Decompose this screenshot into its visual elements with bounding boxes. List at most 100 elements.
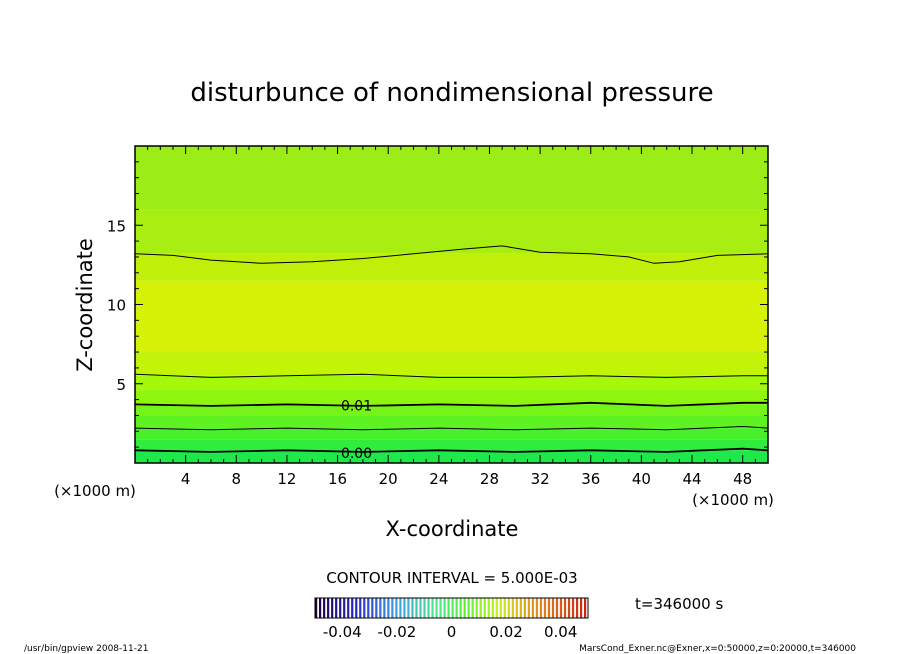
colorbar-cell-2 <box>323 598 326 618</box>
colorbar-cell-8 <box>347 598 350 618</box>
contour-lines <box>134 245 769 453</box>
colorbar-cell-32 <box>443 598 446 618</box>
x-tick-label-48: 48 <box>733 470 752 488</box>
contour-interval: CONTOUR INTERVAL = 5.000E-03 <box>326 569 577 587</box>
colorbar-cell-31 <box>439 598 442 618</box>
colorbar-cell-18 <box>387 598 390 618</box>
y-tick-label-15: 15 <box>107 217 126 235</box>
colorbar-cell-65 <box>575 598 579 618</box>
fill-band-6 <box>135 375 768 391</box>
colorbar-cell-46 <box>499 598 502 618</box>
fill-band-10 <box>135 209 768 254</box>
colorbar-cell-27 <box>423 598 426 618</box>
contour-labels: 0.01 0.00 <box>341 398 372 462</box>
footer-right: MarsCond_Exner.nc@Exner,x=0:50000,z=0:20… <box>579 644 856 654</box>
contour-label-0: 0.01 <box>341 398 372 414</box>
x-tick-label-32: 32 <box>531 470 550 488</box>
colorbar-cell-55 <box>535 598 539 618</box>
time-label: t=346000 s <box>635 595 723 613</box>
colorbar-cell-26 <box>419 598 422 618</box>
colorbar-cell-4 <box>331 598 334 618</box>
colorbar-tick-label-1: -0.02 <box>377 623 416 641</box>
colorbar-frame <box>314 597 589 619</box>
fill-bands <box>135 146 768 463</box>
x-tick-label-16: 16 <box>328 470 347 488</box>
colorbar-cell-35 <box>455 598 458 618</box>
colorbar-cell-13 <box>367 598 370 618</box>
y-ticks: 5 10 15 <box>107 145 768 464</box>
x-ticks: 4 8 12 16 20 24 28 32 36 40 44 48 <box>134 146 769 488</box>
colorbar-cell-1 <box>319 598 322 618</box>
fill-band-9 <box>135 253 768 281</box>
colorbar-cell-54 <box>531 598 534 618</box>
colorbar-tick-label-3: 0.02 <box>489 623 522 641</box>
colorbar-cell-16 <box>379 598 382 618</box>
colorbar-cell-53 <box>527 598 530 618</box>
x-tick-label-4: 4 <box>181 470 191 488</box>
colorbar-cell-47 <box>503 598 506 618</box>
colorbar-cell-37 <box>463 598 466 618</box>
contour-line-2 <box>134 401 768 407</box>
colorbar-cell-50 <box>515 598 518 618</box>
colorbar-cell-43 <box>487 598 490 618</box>
x-tick-label-36: 36 <box>581 470 600 488</box>
colorbar-cell-28 <box>427 598 430 618</box>
fill-band-2 <box>135 428 768 440</box>
colorbar-cell-21 <box>399 598 402 618</box>
colorbar-cell-9 <box>351 598 354 618</box>
colorbar-cell-34 <box>451 598 454 618</box>
colorbar-cell-22 <box>403 598 406 618</box>
x-unit-right: (×1000 m) <box>692 491 774 509</box>
colorbar-cell-59 <box>551 598 555 618</box>
x-tick-label-40: 40 <box>632 470 651 488</box>
colorbar-cell-39 <box>471 598 474 618</box>
colorbar-cell-15 <box>375 598 378 618</box>
contour-line-4 <box>134 245 769 264</box>
colorbar <box>315 598 587 618</box>
x-tick-label-24: 24 <box>429 470 448 488</box>
x-unit-left: (×1000 m) <box>54 482 136 500</box>
colorbar-cell-62 <box>563 598 567 618</box>
colorbar-cell-23 <box>407 598 410 618</box>
colorbar-cell-58 <box>547 598 551 618</box>
colorbar-cell-11 <box>359 598 362 618</box>
x-tick-label-44: 44 <box>682 470 701 488</box>
colorbar-cell-17 <box>383 598 386 618</box>
colorbar-cell-61 <box>559 598 563 618</box>
colorbar-cell-29 <box>431 598 434 618</box>
colorbar-cell-66 <box>579 598 583 618</box>
colorbar-cell-48 <box>507 598 510 618</box>
footer-left: /usr/bin/gpview 2008-11-21 <box>24 644 148 654</box>
y-axis-label: Z-coordinate <box>73 238 97 372</box>
colorbar-cell-42 <box>483 598 486 618</box>
y-tick-label-5: 5 <box>116 376 126 394</box>
fill-band-5 <box>135 390 768 405</box>
colorbar-cell-33 <box>447 598 450 618</box>
colorbar-cell-0 <box>315 598 318 618</box>
colorbar-cell-10 <box>355 598 358 618</box>
colorbar-cell-7 <box>343 598 346 618</box>
fill-band-7 <box>135 352 768 376</box>
colorbar-cell-45 <box>495 598 498 618</box>
colorbar-cell-67 <box>583 598 587 618</box>
x-tick-label-28: 28 <box>480 470 499 488</box>
colorbar-tick-label-2: 0 <box>447 623 457 641</box>
colorbar-cell-24 <box>411 598 414 618</box>
fill-band-3 <box>135 415 768 429</box>
fill-band-11 <box>135 146 768 210</box>
colorbar-cell-49 <box>511 598 514 618</box>
colorbar-tick-labels: -0.04 -0.02 0 0.02 0.04 <box>323 623 578 641</box>
fill-band-1 <box>135 439 768 451</box>
colorbar-cell-19 <box>391 598 394 618</box>
colorbar-cell-6 <box>339 598 342 618</box>
x-tick-label-8: 8 <box>232 470 242 488</box>
colorbar-cell-51 <box>519 598 522 618</box>
contour-line-3 <box>134 373 768 378</box>
y-tick-label-10: 10 <box>107 297 126 315</box>
colorbar-cell-25 <box>415 598 418 618</box>
fill-band-8 <box>135 280 768 353</box>
colorbar-cell-41 <box>479 598 482 618</box>
contour-line-1 <box>134 425 769 431</box>
colorbar-cell-63 <box>567 598 571 618</box>
